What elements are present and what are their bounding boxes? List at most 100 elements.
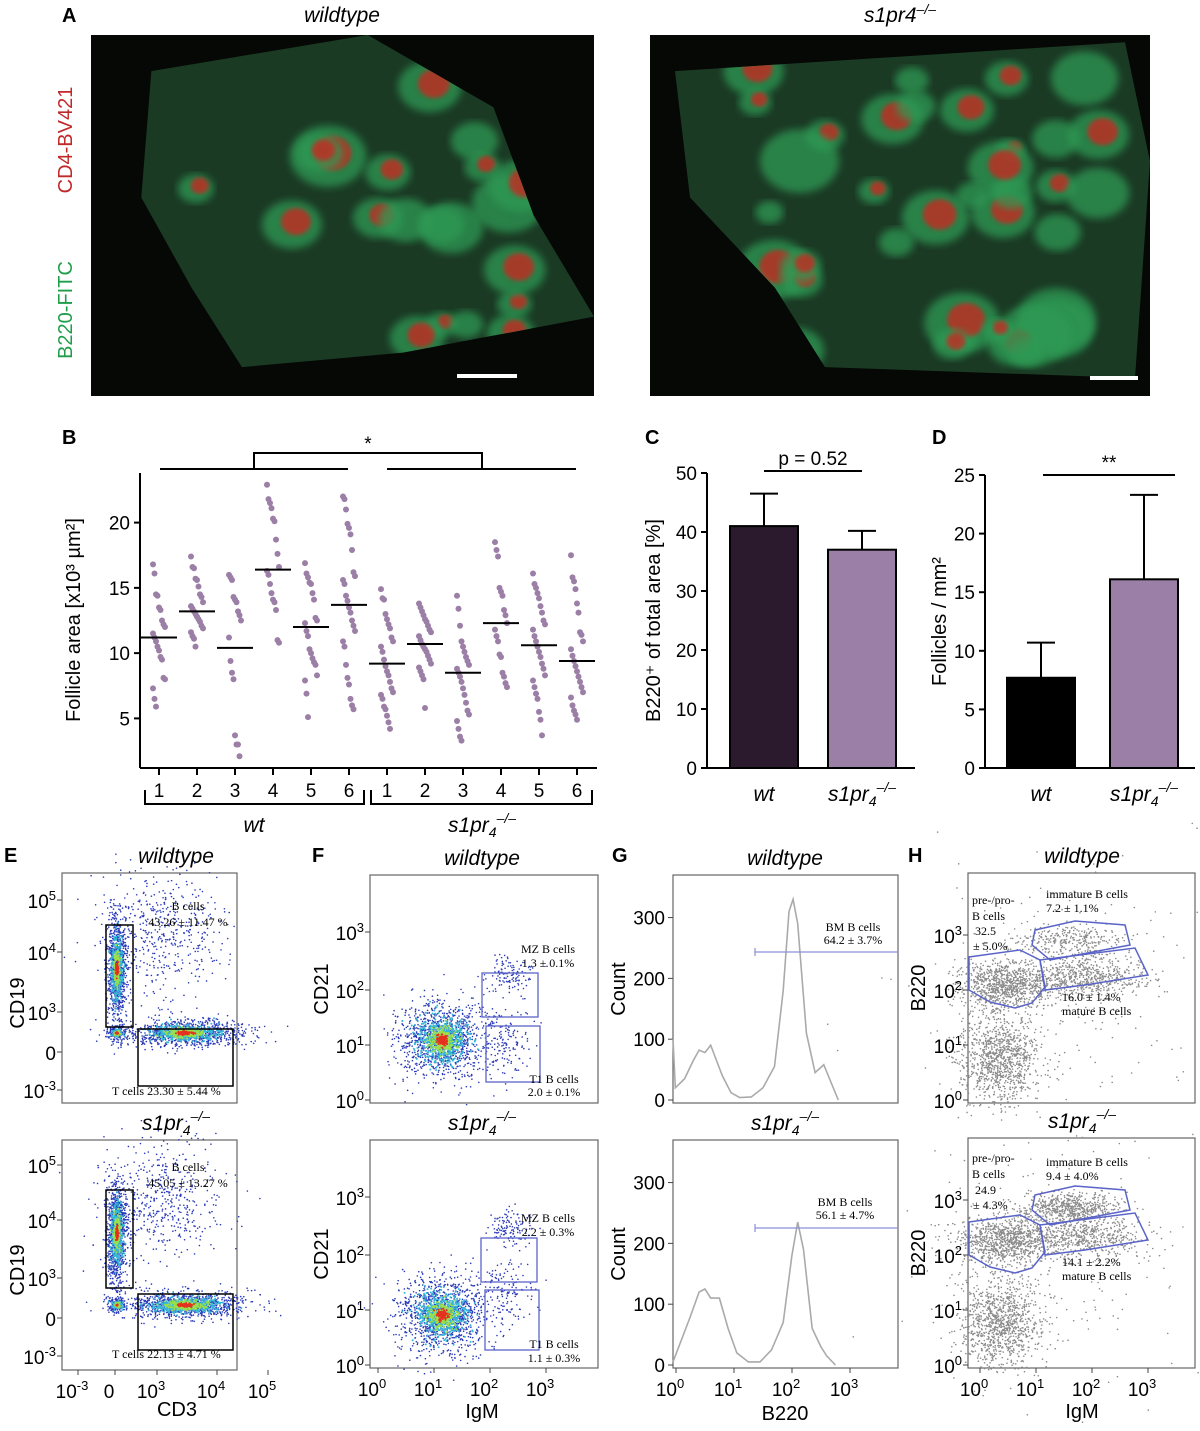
event-dot: [158, 960, 160, 962]
event-dot: [115, 996, 117, 998]
event-dot: [152, 908, 154, 910]
event-dot: [234, 1027, 236, 1029]
event-dot: [227, 1044, 229, 1046]
data-point: [302, 620, 308, 626]
event-dot: [132, 1038, 134, 1040]
event-dot: [163, 1000, 165, 1002]
event-dot: [99, 1034, 101, 1036]
event-dot: [115, 853, 117, 855]
event-dot: [154, 953, 156, 955]
data-point: [492, 627, 498, 633]
event-dot: [245, 1028, 247, 1030]
data-point: [574, 668, 580, 674]
event-dot: [158, 937, 160, 939]
event-dot: [197, 932, 199, 934]
event-dot: [107, 907, 109, 909]
event-dot: [194, 1019, 196, 1021]
event-dot: [120, 941, 122, 943]
event-dot: [135, 870, 137, 872]
event-dot: [153, 894, 155, 896]
data-point: [343, 593, 349, 599]
event-dot: [114, 992, 116, 994]
event-dot: [117, 905, 119, 907]
event-dot: [171, 1038, 173, 1040]
event-dot: [116, 984, 118, 986]
x-tick-label: 3: [458, 781, 469, 802]
event-dot: [123, 986, 125, 988]
data-point: [152, 696, 158, 702]
event-dot: [152, 981, 154, 983]
data-point: [162, 676, 168, 682]
event-dot: [196, 1044, 198, 1046]
data-point: [314, 672, 320, 678]
event-dot: [123, 966, 125, 968]
event-dot: [163, 967, 165, 969]
y-tick-label: 0: [964, 759, 975, 780]
event-dot: [133, 903, 135, 905]
event-dot: [120, 926, 122, 928]
event-dot: [102, 913, 104, 915]
event-dot: [124, 997, 126, 999]
event-dot: [206, 980, 208, 982]
event-dot: [108, 982, 110, 984]
event-dot: [160, 947, 162, 949]
event-dot: [136, 1036, 138, 1038]
event-dot: [183, 1039, 185, 1041]
event-dot: [190, 941, 192, 943]
event-dot: [176, 883, 178, 885]
event-dot: [189, 953, 191, 955]
event-dot: [95, 1019, 97, 1021]
event-dot: [139, 923, 141, 925]
event-dot: [176, 1050, 178, 1052]
event-dot: [212, 972, 214, 974]
event-dot: [230, 1039, 232, 1041]
cd4-t-zone: [312, 139, 335, 160]
data-point: [459, 638, 465, 644]
event-dot: [114, 1013, 116, 1015]
event-dot: [167, 1008, 169, 1010]
data-point: [348, 696, 354, 702]
event-dot: [118, 943, 120, 945]
event-dot: [154, 929, 156, 931]
event-dot: [107, 1011, 109, 1013]
event-dot: [161, 934, 163, 936]
event-dot: [244, 1049, 246, 1051]
event-dot: [123, 946, 125, 948]
event-dot: [171, 943, 173, 945]
event-dot: [120, 1013, 122, 1015]
data-point: [342, 496, 348, 502]
event-dot: [153, 961, 155, 963]
event-dot: [146, 945, 148, 947]
event-dot: [156, 948, 158, 950]
event-dot: [130, 992, 132, 994]
event-dot: [129, 1038, 131, 1040]
event-dot: [148, 1016, 150, 1018]
event-dot: [158, 891, 160, 893]
event-dot: [64, 956, 66, 958]
event-dot: [167, 939, 169, 941]
event-dot: [142, 947, 144, 949]
event-dot: [161, 967, 163, 969]
data-point: [576, 610, 582, 616]
panel-label-f: F: [312, 845, 324, 867]
data-point: [460, 644, 466, 650]
event-dot: [111, 988, 113, 990]
event-dot: [188, 932, 190, 934]
event-dot: [121, 1042, 123, 1044]
event-dot: [221, 1032, 223, 1034]
event-dot: [170, 1023, 172, 1025]
event-dot: [154, 993, 156, 995]
event-dot: [143, 953, 145, 955]
event-dot: [221, 1036, 223, 1038]
event-dot: [212, 1041, 214, 1043]
event-dot: [139, 1030, 141, 1032]
micrograph-title-wildtype: wildtype: [304, 4, 380, 27]
y-axis-label: Follicles / mm²: [929, 557, 951, 686]
event-dot: [185, 1024, 187, 1026]
event-dot: [234, 1030, 236, 1032]
data-point: [466, 711, 472, 717]
data-point: [466, 662, 472, 668]
event-dot: [239, 1041, 241, 1043]
event-dot: [113, 1005, 115, 1007]
event-dot: [156, 1023, 158, 1025]
